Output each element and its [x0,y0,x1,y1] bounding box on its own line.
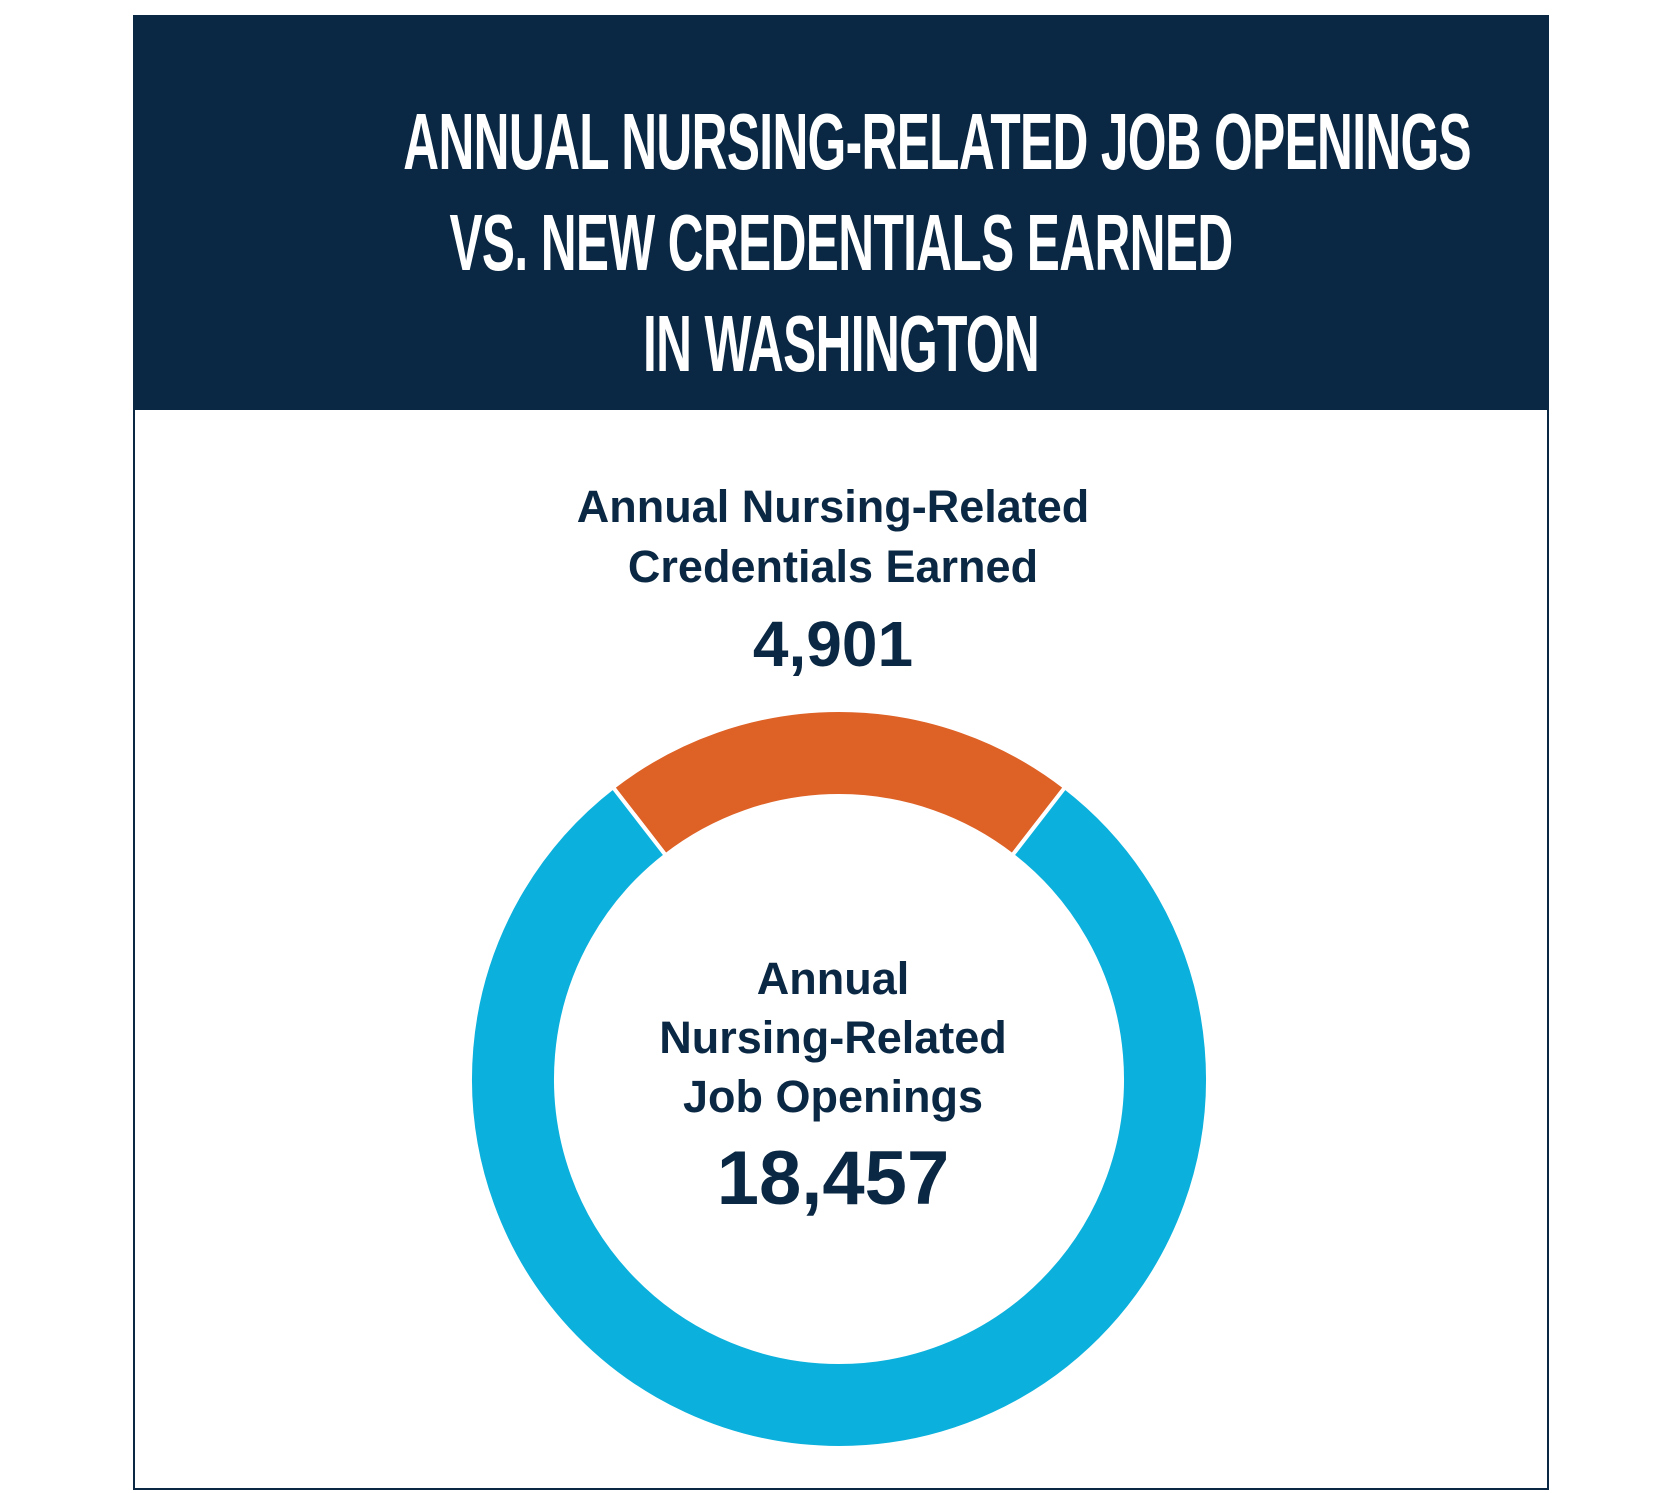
title-line-3: IN WASHINGTON [642,299,1040,388]
job-openings-label-line-1: Annual [756,953,910,1004]
job-openings-label-line-3: Job Openings [682,1071,983,1122]
job-openings-value: 18,457 [716,1136,950,1221]
credentials-value: 4,901 [752,608,914,680]
job-openings-label-line-2: Nursing-Related [659,1012,1007,1063]
infographic-frame: ANNUAL NURSING-RELATED JOB OPENINGS VS. … [133,15,1549,1490]
job-openings-slice [468,784,1210,1450]
credentials-label-line-2: Credentials Earned [627,541,1039,592]
title-banner: ANNUAL NURSING-RELATED JOB OPENINGS VS. … [135,17,1547,410]
title-line-2: VS. NEW CREDENTIALS EARNED [449,198,1233,287]
credentials-label-line-1: Annual Nursing-Related [576,481,1090,532]
credentials-slice [610,708,1068,859]
